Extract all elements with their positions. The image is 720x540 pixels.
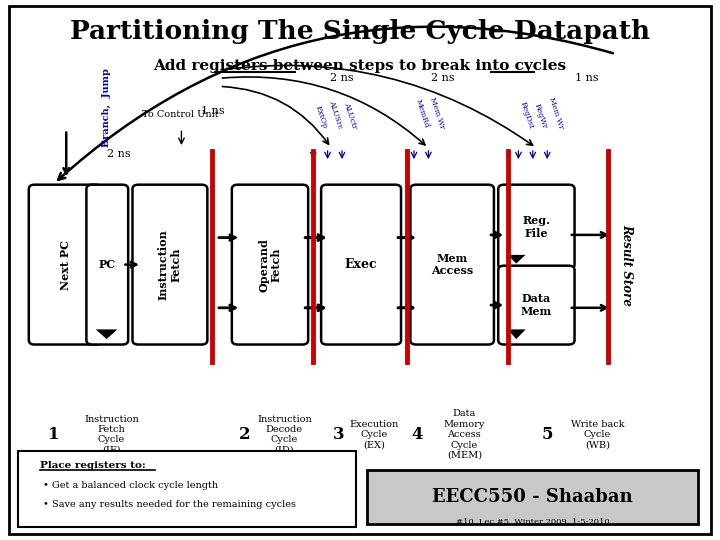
- FancyBboxPatch shape: [86, 185, 128, 345]
- Text: ALUSrc: ALUSrc: [328, 99, 344, 130]
- Text: Mem Wr: Mem Wr: [428, 96, 446, 130]
- Text: Operand
Fetch: Operand Fetch: [258, 238, 282, 292]
- Text: EECC550 - Shaaban: EECC550 - Shaaban: [433, 488, 633, 506]
- Text: 1 ns: 1 ns: [575, 73, 598, 83]
- Text: • Save any results needed for the remaining cycles: • Save any results needed for the remain…: [43, 501, 296, 509]
- Text: To Control Unit: To Control Unit: [142, 110, 218, 119]
- Text: RegWr: RegWr: [533, 102, 549, 130]
- Text: Execution
Cycle
(EX): Execution Cycle (EX): [350, 420, 399, 450]
- Polygon shape: [508, 255, 526, 264]
- Text: 2 ns: 2 ns: [330, 73, 354, 83]
- Text: Data
Memory
Access
Cycle
(MEM): Data Memory Access Cycle (MEM): [444, 409, 485, 460]
- Text: 5: 5: [541, 426, 553, 443]
- Text: 2 ns: 2 ns: [431, 73, 454, 83]
- Text: 2 ns: 2 ns: [107, 149, 130, 159]
- Text: PC: PC: [99, 259, 116, 270]
- Text: Mem
Access: Mem Access: [431, 253, 473, 276]
- FancyBboxPatch shape: [410, 185, 494, 345]
- FancyBboxPatch shape: [29, 185, 102, 345]
- Text: 4: 4: [412, 426, 423, 443]
- FancyBboxPatch shape: [367, 470, 698, 524]
- FancyBboxPatch shape: [498, 266, 575, 345]
- Text: Instruction
Fetch: Instruction Fetch: [158, 229, 182, 300]
- Text: Instruction
Decode
Cycle
(ID): Instruction Decode Cycle (ID): [257, 415, 312, 455]
- Text: Next PC: Next PC: [60, 240, 71, 289]
- Text: 3: 3: [333, 426, 344, 443]
- FancyBboxPatch shape: [18, 451, 356, 526]
- Polygon shape: [96, 329, 117, 339]
- FancyBboxPatch shape: [132, 185, 207, 345]
- Text: Place registers to:: Place registers to:: [40, 461, 145, 470]
- Text: Result Store: Result Store: [620, 224, 633, 306]
- FancyBboxPatch shape: [498, 185, 575, 269]
- Text: 2: 2: [239, 426, 251, 443]
- Text: Branch,  Jump: Branch, Jump: [102, 69, 111, 147]
- Text: Add registers between steps to break into cycles: Add registers between steps to break int…: [153, 59, 567, 73]
- Text: Instruction
Fetch
Cycle
(IF): Instruction Fetch Cycle (IF): [84, 415, 139, 455]
- FancyBboxPatch shape: [321, 185, 401, 345]
- Text: Partitioning The Single Cycle Datapath: Partitioning The Single Cycle Datapath: [70, 19, 650, 44]
- Text: Data
Mem: Data Mem: [521, 293, 552, 317]
- Text: 1 ns: 1 ns: [201, 106, 224, 116]
- Text: 1: 1: [48, 426, 60, 443]
- Polygon shape: [508, 329, 526, 339]
- Text: Exec: Exec: [345, 258, 377, 271]
- Text: Write back
Cycle
(WB): Write back Cycle (WB): [571, 420, 624, 450]
- Text: ALUctr: ALUctr: [342, 101, 358, 130]
- Text: ExtOp: ExtOp: [313, 104, 328, 130]
- Text: RegDst: RegDst: [518, 100, 535, 130]
- Text: Reg.
File: Reg. File: [523, 215, 550, 239]
- Text: Mem Wr: Mem Wr: [547, 96, 565, 130]
- Text: • Get a balanced clock cycle length: • Get a balanced clock cycle length: [43, 482, 218, 490]
- FancyBboxPatch shape: [232, 185, 308, 345]
- Text: MemRd: MemRd: [414, 99, 431, 130]
- Text: #10  Lec #5  Winter 2009  1-5-2010: #10 Lec #5 Winter 2009 1-5-2010: [456, 518, 610, 526]
